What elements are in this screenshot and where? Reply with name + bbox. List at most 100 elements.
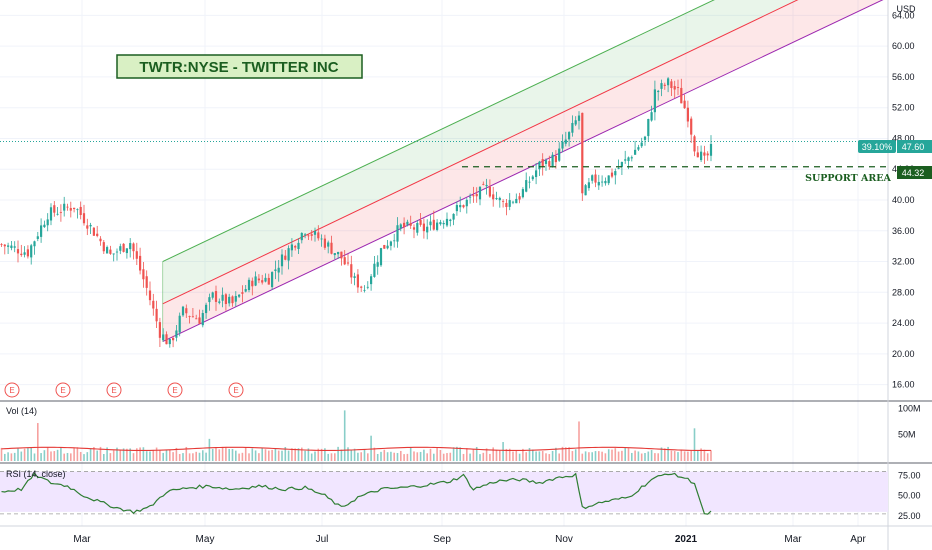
candle-body — [449, 219, 452, 221]
earnings-circle[interactable] — [167, 382, 183, 398]
earnings-circle[interactable] — [4, 382, 20, 398]
candle-body — [393, 240, 396, 242]
candle-body — [703, 152, 706, 156]
price-axis[interactable]: 16.0020.0024.0028.0032.0036.0040.0044.00… — [892, 10, 915, 389]
earnings-marker[interactable]: E — [167, 382, 183, 398]
volume-bar — [426, 453, 428, 461]
volume-bar — [670, 450, 673, 461]
earnings-marker[interactable]: E — [55, 382, 71, 398]
volume-bar — [495, 449, 498, 461]
volume-bar — [103, 453, 105, 461]
candle-body — [498, 197, 501, 201]
volume-bar — [601, 451, 603, 461]
volume-bar — [551, 450, 554, 461]
earnings-label: E — [233, 386, 238, 395]
time-tick-label: Mar — [73, 534, 91, 545]
candle-body — [680, 87, 683, 104]
candle-body — [178, 315, 181, 333]
candle-body — [7, 245, 10, 247]
candle-body — [69, 208, 72, 211]
candle-body — [26, 249, 29, 257]
candle-body — [155, 308, 158, 322]
volume-bar — [706, 453, 709, 461]
candle-body — [307, 235, 310, 237]
volume-bar — [27, 448, 29, 461]
candle-body — [340, 251, 343, 259]
candle-body — [201, 313, 204, 326]
volume-bar — [231, 448, 234, 461]
candle-body — [706, 153, 709, 156]
candle-body — [333, 253, 336, 256]
volume-bar — [169, 449, 171, 461]
candle-body — [482, 183, 485, 185]
volume-bar — [208, 438, 211, 461]
candle-body — [277, 267, 280, 273]
earnings-circle[interactable] — [106, 382, 122, 398]
price-change-badge: 39.10% — [858, 140, 896, 153]
candle-body — [670, 81, 673, 89]
candles — [0, 77, 713, 348]
candle-body — [148, 290, 152, 301]
earnings-circle[interactable] — [55, 382, 71, 398]
volume-bar — [225, 447, 227, 461]
candle-body — [152, 300, 155, 309]
candle-body — [686, 107, 689, 122]
volume-bar — [205, 452, 207, 461]
volume-bar — [360, 452, 362, 461]
candle-body — [36, 236, 39, 239]
earnings-marker[interactable]: E — [4, 382, 20, 398]
volume-bar — [383, 449, 386, 461]
candle-body — [16, 249, 20, 254]
volume-bar — [525, 452, 527, 461]
candle-body — [261, 280, 264, 283]
volume-bar — [76, 447, 79, 461]
volume-bar — [202, 450, 204, 461]
volume-bar — [334, 453, 336, 461]
candle-body — [43, 224, 46, 228]
candle-body — [350, 264, 353, 278]
earnings-marker[interactable]: E — [106, 382, 122, 398]
candle-body — [634, 149, 637, 155]
price-tick-label: 36.00 — [892, 226, 915, 236]
candle-body — [693, 136, 696, 152]
chart-title: TWTR:NYSE - TWITTER INC — [116, 54, 363, 79]
volume-bar — [7, 452, 9, 461]
candle-body — [594, 174, 597, 183]
volume-bar — [116, 447, 118, 461]
volume-bar — [17, 448, 19, 461]
candle-body — [0, 244, 3, 246]
volume-bar — [647, 451, 650, 461]
candle-body — [337, 251, 340, 255]
volume-bar — [248, 453, 250, 461]
candle-body — [488, 186, 491, 197]
volume-bar — [502, 442, 504, 461]
volume-bar — [195, 451, 197, 461]
volume-bar — [710, 450, 712, 461]
candle-body — [168, 338, 171, 345]
candle-body — [690, 118, 693, 135]
candle-body — [637, 147, 640, 150]
volume-bar — [211, 448, 214, 461]
volume-bar — [172, 452, 174, 461]
volume-bar — [475, 446, 478, 461]
time-axis[interactable]: Mar May Jul Sep Nov 2021 Mar Apr — [73, 534, 866, 545]
price-tick-label: 16.00 — [892, 380, 915, 390]
candle-body — [280, 254, 284, 267]
candle-body — [251, 280, 254, 287]
volume-bar — [492, 447, 494, 461]
earnings-marker[interactable]: E — [228, 382, 244, 398]
candle-body — [683, 100, 686, 109]
candle-body — [247, 279, 251, 291]
volume-bar — [423, 449, 425, 461]
candle-body — [79, 206, 82, 215]
earnings-circle[interactable] — [228, 382, 244, 398]
volume-bar — [485, 448, 488, 461]
candle-body — [551, 154, 554, 167]
volume-bar — [390, 451, 392, 461]
candle-body — [472, 195, 475, 197]
volume-bar — [700, 448, 702, 461]
volume-bar — [314, 451, 316, 461]
volume-bar — [677, 452, 679, 461]
